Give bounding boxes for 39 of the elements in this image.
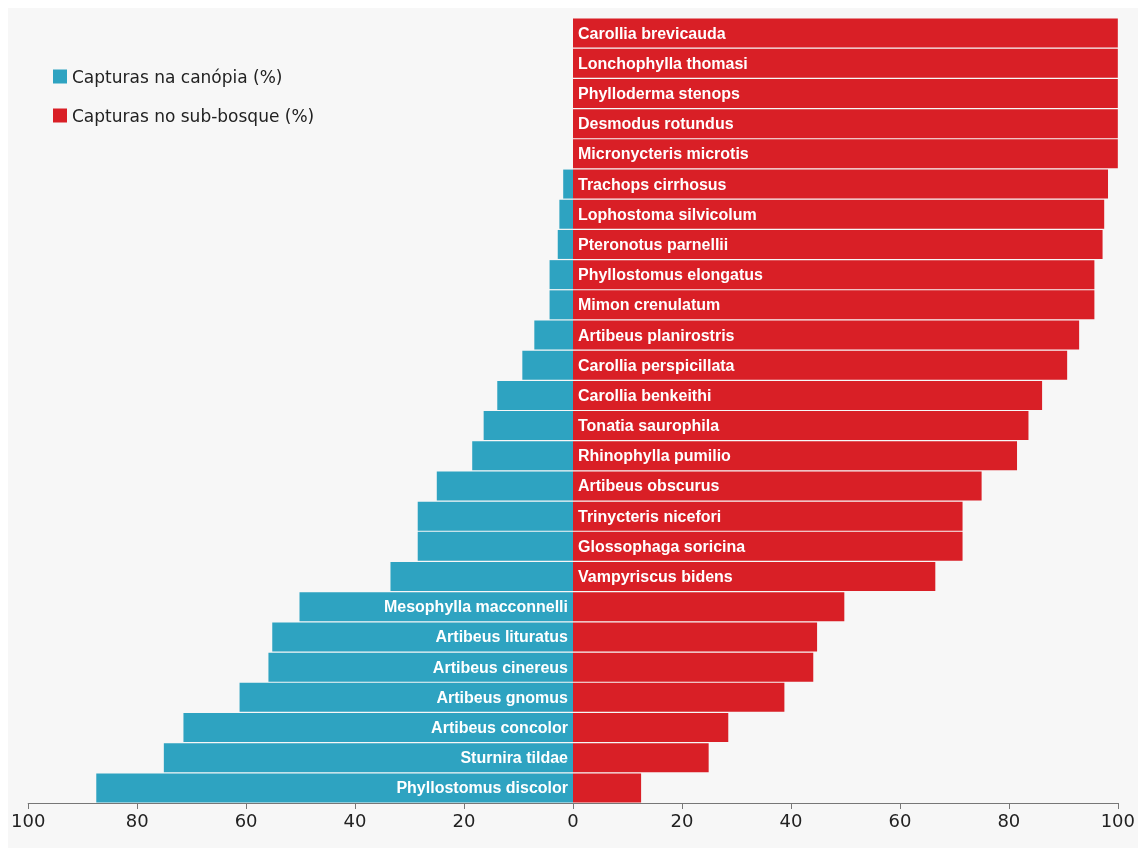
- x-tick-label: 20: [452, 809, 476, 831]
- y-tick-label: Micronycteris microtis: [578, 145, 749, 163]
- y-tick-label: Artibeus obscurus: [578, 477, 720, 495]
- x-tick-label: 80: [997, 809, 1021, 831]
- x-tick-label: 0: [567, 809, 579, 831]
- y-tick-label: Trinycteris nicefori: [578, 507, 722, 525]
- y-tick-label: Sturnira tildae: [460, 749, 569, 767]
- y-tick-label: Glossophaga soricina: [578, 537, 746, 555]
- x-tick-label: 60: [234, 809, 258, 831]
- y-tick-label: Artibeus concolor: [431, 719, 568, 737]
- x-tick-label: 100: [1100, 809, 1135, 831]
- x-tick-label: 20: [670, 809, 694, 831]
- y-tick-label: Vampyriscus bidens: [578, 568, 733, 586]
- y-tick-label: Artibeus gnomus: [436, 688, 569, 706]
- y-tick-label: Tonatia saurophila: [578, 417, 720, 435]
- y-tick-label: Trachops cirrhosus: [578, 175, 727, 193]
- y-tick-label: Artibeus planirostris: [578, 326, 735, 344]
- x-tick-label: 60: [888, 809, 912, 831]
- x-tick-label: 100: [11, 809, 46, 831]
- y-tick-label: Lophostoma silvicolum: [578, 205, 757, 223]
- y-tick-label: Artibeus lituratus: [435, 628, 569, 646]
- legend-label: Capturas na canópia (%): [72, 66, 283, 87]
- y-tick-label: Mesophylla macconnelli: [383, 598, 568, 616]
- y-tick-label: Phylloderma stenops: [578, 84, 740, 102]
- x-tick-label: 40: [779, 809, 803, 831]
- y-tick-label: Pteronotus parnellii: [578, 235, 729, 253]
- y-tick-label: Carollia benkeithi: [578, 386, 712, 404]
- y-tick-label: Mimon crenulatum: [578, 296, 721, 314]
- legend-label: Capturas no sub-bosque (%): [72, 105, 315, 126]
- y-tick-label: Carollia perspicillata: [578, 356, 735, 374]
- y-tick-label: Phyllostomus elongatus: [578, 266, 764, 284]
- y-tick-label: Artibeus cinereus: [432, 658, 569, 676]
- y-tick-label: Carollia brevicauda: [578, 24, 726, 42]
- y-tick-label: Lonchophylla thomasi: [578, 54, 748, 72]
- y-tick-label: Rhinophylla pumilio: [578, 447, 732, 465]
- x-tick-label: 40: [343, 809, 367, 831]
- x-tick-label: 80: [125, 809, 149, 831]
- y-tick-label: Phyllostomus discolor: [396, 779, 568, 797]
- y-tick-label: Desmodus rotundus: [578, 115, 734, 133]
